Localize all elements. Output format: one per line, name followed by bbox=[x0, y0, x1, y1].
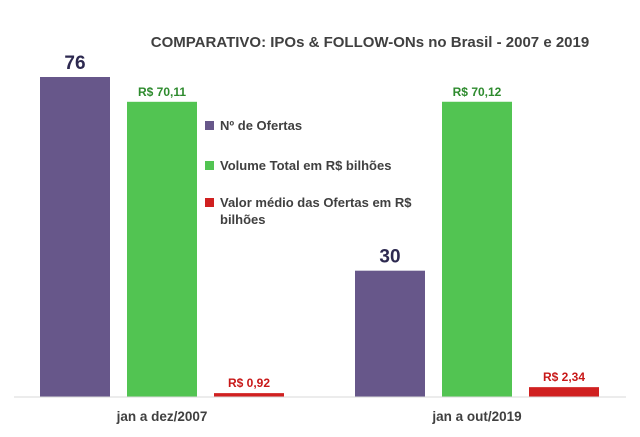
bars-layer: 76 R$ 70,11 R$ 0,92 30 R$ 70,12 R$ 2,34 bbox=[40, 53, 599, 398]
legend-label-1: Volume Total em R$ bilhões bbox=[220, 158, 391, 173]
bar-s2-c1 bbox=[529, 387, 599, 397]
legend-swatch-2 bbox=[205, 198, 214, 207]
data-label-s2-c1: R$ 2,34 bbox=[543, 370, 585, 384]
legend-swatch-1 bbox=[205, 161, 214, 170]
data-label-s1-c1: R$ 70,12 bbox=[453, 85, 502, 99]
category-label-1: jan a out/2019 bbox=[431, 409, 521, 424]
bar-s2-c0 bbox=[214, 393, 284, 397]
bar-s1-c1 bbox=[442, 101, 512, 397]
legend: Nº de Ofertas Volume Total em R$ bilhões V… bbox=[205, 118, 412, 227]
bar-s0-c0 bbox=[40, 77, 110, 397]
data-label-s0-c1: 30 bbox=[379, 247, 400, 268]
legend-label-0: Nº de Ofertas bbox=[220, 118, 302, 133]
bar-s1-c0 bbox=[127, 101, 197, 398]
chart-title: COMPARATIVO: IPOs & FOLLOW-ONs no Brasil… bbox=[151, 34, 589, 51]
category-label-0: jan a dez/2007 bbox=[116, 409, 208, 424]
legend-swatch-0 bbox=[205, 121, 214, 130]
data-label-s0-c0: 76 bbox=[64, 53, 85, 74]
category-labels: jan a dez/2007 jan a out/2019 bbox=[116, 409, 522, 424]
legend-label-2: Valor médio das Ofertas em R$ bilhões bbox=[220, 195, 412, 227]
bar-s0-c1 bbox=[355, 270, 425, 397]
data-label-s2-c0: R$ 0,92 bbox=[228, 376, 270, 390]
data-label-s1-c0: R$ 70,11 bbox=[138, 85, 186, 99]
